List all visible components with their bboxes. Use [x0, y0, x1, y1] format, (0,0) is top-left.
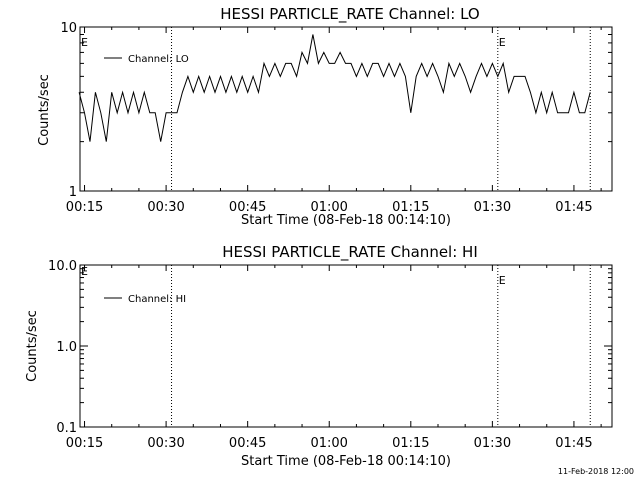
panel-hi-legend-label: Channel: HI: [128, 294, 186, 305]
panel-lo-axes-frame: [79, 26, 613, 192]
y-tick-label: 1: [69, 185, 77, 200]
x-tick-label: 01:30: [474, 200, 511, 215]
x-tick-label: 01:45: [555, 200, 592, 215]
x-tick-label: 00:30: [147, 200, 184, 215]
x-tick-label: 01:15: [392, 200, 429, 215]
panel-hi-edge-label: E: [81, 265, 88, 278]
panel-hi-ticks: 00:15 00:30 00:45 01:00 01:15 01:30 01:45 0.1 1.…: [48, 259, 612, 451]
x-tick-label: 01:15: [392, 436, 429, 451]
annotation-label: E: [499, 274, 506, 287]
footer-timestamp: 11-Feb-2018 12:00: [557, 467, 634, 476]
panel-lo-ticks: 00:15 00:30 00:45 01:00 01:15 01:30 01:45 1 10: [60, 21, 612, 215]
x-tick-label: 00:30: [147, 436, 184, 451]
y-tick-label: 1.0: [56, 340, 77, 355]
panel-hi-xlabel: Start Time (08-Feb-18 00:14:10): [241, 454, 451, 469]
panel-hi: HESSI PARTICLE_RATE Channel: HI 00:15 00:…: [25, 243, 613, 469]
panel-hi-axes-frame: [79, 264, 613, 428]
x-tick-label: 00:15: [66, 436, 103, 451]
panel-hi-marks: E: [171, 265, 591, 427]
panel-lo-ylabel: Counts/sec: [37, 74, 52, 146]
panel-hi-title: HESSI PARTICLE_RATE Channel: HI: [222, 243, 478, 262]
x-tick-label: 00:15: [66, 200, 103, 215]
series-line-channel-lo: [78, 34, 591, 142]
y-tick-label: 10: [60, 21, 77, 36]
panel-lo-marks: E: [78, 27, 591, 191]
x-tick-label: 01:45: [555, 436, 592, 451]
panel-lo: HESSI PARTICLE_RATE Channel: LO 00:15 00:…: [37, 5, 613, 228]
y-tick-label: 10.0: [48, 259, 77, 274]
panel-lo-title: HESSI PARTICLE_RATE Channel: LO: [220, 5, 479, 24]
panel-lo-legend-label: Channel: LO: [128, 54, 189, 65]
panel-lo-xlabel: Start Time (08-Feb-18 00:14:10): [241, 213, 451, 228]
x-tick-label: 01:30: [474, 436, 511, 451]
y-tick-label: 0.1: [56, 421, 77, 436]
panel-hi-ylabel: Counts/sec: [25, 310, 40, 382]
x-tick-label: 00:45: [229, 436, 266, 451]
x-tick-label: 01:00: [310, 200, 347, 215]
annotation-label: E: [499, 36, 506, 49]
x-tick-label: 01:00: [310, 436, 347, 451]
panel-lo-edge-label: E: [81, 36, 88, 49]
x-tick-label: 00:45: [229, 200, 266, 215]
